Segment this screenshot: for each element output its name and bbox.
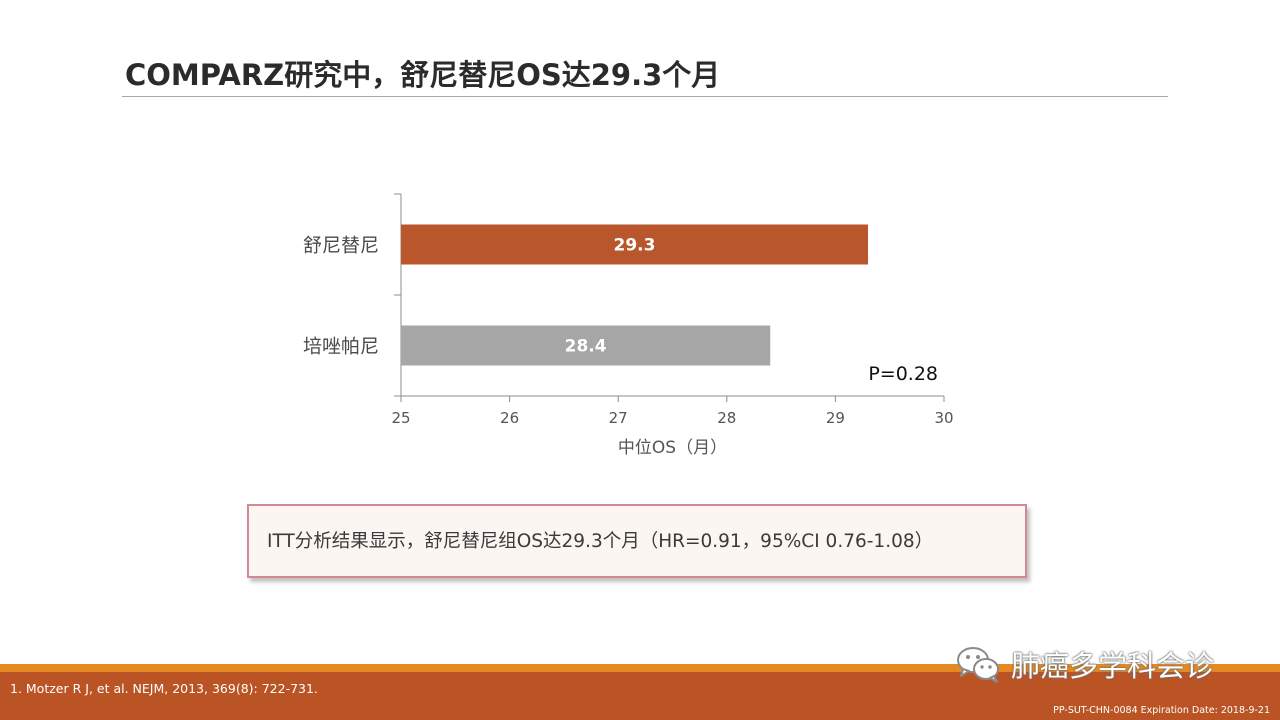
- slide-title: COMPARZ研究中，舒尼替尼OS达29.3个月: [125, 58, 721, 92]
- bar-value-label: 28.4: [565, 337, 607, 357]
- result-summary-text: ITT分析结果显示，舒尼替尼组OS达29.3个月（HR=0.91，95%CI 0…: [267, 531, 934, 552]
- x-tick-label: 30: [934, 409, 953, 427]
- x-tick-label: 25: [391, 409, 410, 427]
- os-bar-chart: 25 26 27 28 29 30 29.3 舒尼替尼 28.4 培唑帕尼 P=0.28 中位OS（月…: [303, 193, 954, 458]
- watermark: 肺癌多学科会诊: [955, 644, 1214, 684]
- result-summary-box: ITT分析结果显示，舒尼替尼组OS达29.3个月（HR=0.91，95%CI 0…: [247, 504, 1027, 578]
- x-tick-label: 29: [826, 409, 845, 427]
- bar-sunitinib: [401, 224, 868, 265]
- watermark-text: 肺癌多学科会诊: [1011, 649, 1215, 683]
- footer-accent-stripe: [0, 664, 1280, 672]
- x-tick-label: 28: [717, 409, 736, 427]
- p-value-annotation: P=0.28: [868, 363, 938, 385]
- category-label: 舒尼替尼: [303, 235, 379, 257]
- title-divider: [122, 96, 1168, 97]
- x-tick-label: 27: [609, 409, 628, 427]
- category-label: 培唑帕尼: [303, 336, 379, 358]
- bar-pazopanib: [401, 325, 771, 366]
- footer-band: 1. Motzer R J, et al. NEJM, 2013, 369(8)…: [0, 664, 1280, 720]
- x-tick-label: 26: [500, 409, 519, 427]
- reference-citation: 1. Motzer R J, et al. NEJM, 2013, 369(8)…: [10, 681, 318, 696]
- wechat-icon: [957, 647, 999, 683]
- bar-value-label: 29.3: [614, 236, 656, 256]
- x-axis-title: 中位OS（月）: [618, 438, 727, 458]
- document-code: PP-SUT-CHN-0084 Expiration Date: 2018-9-…: [1053, 705, 1270, 716]
